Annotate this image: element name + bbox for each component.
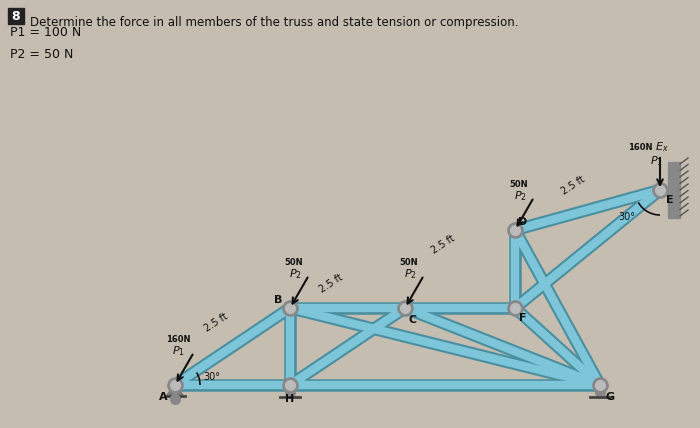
Text: $P_2$: $P_2$ [404, 267, 416, 281]
Text: 50N: 50N [509, 180, 528, 189]
Text: 30°: 30° [618, 212, 635, 222]
Text: 2.5 ft: 2.5 ft [202, 311, 230, 333]
Text: D: D [519, 217, 528, 227]
Text: 2.5 ft: 2.5 ft [430, 234, 457, 256]
Text: 50N: 50N [399, 258, 418, 267]
Polygon shape [668, 162, 680, 218]
Text: $P_2$: $P_2$ [289, 267, 302, 281]
Polygon shape [167, 385, 183, 395]
Text: E: E [666, 195, 674, 205]
Text: B: B [274, 295, 282, 305]
Text: $E_x$: $E_x$ [655, 140, 668, 154]
Polygon shape [8, 8, 24, 24]
Text: 50N: 50N [284, 258, 302, 267]
Text: 8: 8 [12, 9, 20, 23]
Text: $P_2$: $P_2$ [514, 189, 527, 203]
Text: A: A [159, 392, 167, 402]
Text: G: G [606, 392, 615, 402]
Text: $P_1$: $P_1$ [650, 154, 663, 168]
Text: 2.5 ft: 2.5 ft [318, 273, 344, 295]
Text: 160N: 160N [166, 335, 190, 344]
Text: P2 = 50 N: P2 = 50 N [10, 48, 74, 61]
Text: 2.5 ft: 2.5 ft [559, 175, 587, 197]
Text: H: H [286, 394, 295, 404]
Text: 160N: 160N [628, 143, 652, 152]
Text: F: F [519, 313, 526, 323]
Text: C: C [409, 315, 417, 325]
Text: $P_1$: $P_1$ [172, 344, 185, 358]
Text: 30°: 30° [203, 372, 220, 382]
Text: Determine the force in all members of the truss and state tension or compression: Determine the force in all members of th… [30, 16, 519, 29]
Text: P1 = 100 N: P1 = 100 N [10, 26, 81, 39]
